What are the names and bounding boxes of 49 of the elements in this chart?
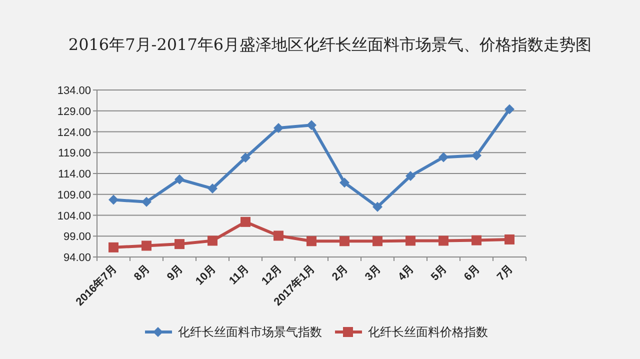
point bbox=[174, 174, 184, 184]
point bbox=[274, 122, 284, 133]
y-tick-label: 124.00 bbox=[57, 126, 91, 139]
point bbox=[142, 240, 152, 251]
point bbox=[142, 196, 152, 207]
x-tick-label: 7月 bbox=[495, 262, 516, 284]
y-tick-label: 119.00 bbox=[58, 148, 91, 160]
point bbox=[274, 230, 284, 241]
x-tick-label: 9月 bbox=[165, 262, 186, 284]
point bbox=[406, 236, 416, 246]
point bbox=[306, 236, 316, 246]
point bbox=[108, 194, 118, 205]
point bbox=[208, 236, 218, 246]
chart-title: 2016年7月-2017年6月盛泽地区化纤长丝面料市场景气、价格指数走势图 bbox=[68, 35, 592, 54]
point bbox=[108, 242, 118, 252]
point bbox=[372, 202, 382, 212]
point bbox=[340, 178, 350, 188]
y-tick-label: 134.00 bbox=[57, 85, 91, 97]
point bbox=[472, 235, 482, 246]
point bbox=[372, 236, 382, 246]
x-tick-label: 3月 bbox=[363, 262, 384, 284]
x-tick-label: 8月 bbox=[132, 262, 153, 284]
x-tick-label: 6月 bbox=[462, 262, 483, 284]
y-tick-label: 104.00 bbox=[57, 210, 91, 222]
y-tick-label: 109.00 bbox=[57, 189, 91, 202]
x-tick-label: 2月 bbox=[330, 262, 351, 284]
point bbox=[240, 216, 250, 227]
point bbox=[240, 152, 250, 163]
legend-label: 化纤长丝面料市场景气指数 bbox=[178, 325, 322, 339]
point bbox=[504, 104, 514, 114]
point bbox=[438, 152, 448, 162]
x-tick-label: 5月 bbox=[429, 262, 450, 284]
point bbox=[504, 234, 514, 244]
point bbox=[306, 120, 316, 130]
y-tick-label: 114.00 bbox=[58, 168, 91, 180]
point bbox=[340, 236, 350, 246]
point bbox=[406, 171, 416, 182]
x-tick-label: 4月 bbox=[396, 262, 417, 284]
y-tick-label: 94.00 bbox=[63, 252, 91, 264]
legend-label: 化纤长丝面料价格指数 bbox=[368, 325, 488, 339]
y-tick-label: 99.00 bbox=[63, 231, 91, 244]
x-tick-label: 12月 bbox=[260, 262, 285, 288]
point bbox=[208, 184, 218, 194]
point bbox=[472, 150, 482, 161]
point bbox=[174, 239, 184, 250]
x-tick-label: 10月 bbox=[194, 262, 219, 288]
point bbox=[438, 236, 448, 246]
y-tick-label: 129.00 bbox=[57, 106, 91, 118]
x-tick-label: 11月 bbox=[227, 262, 252, 288]
